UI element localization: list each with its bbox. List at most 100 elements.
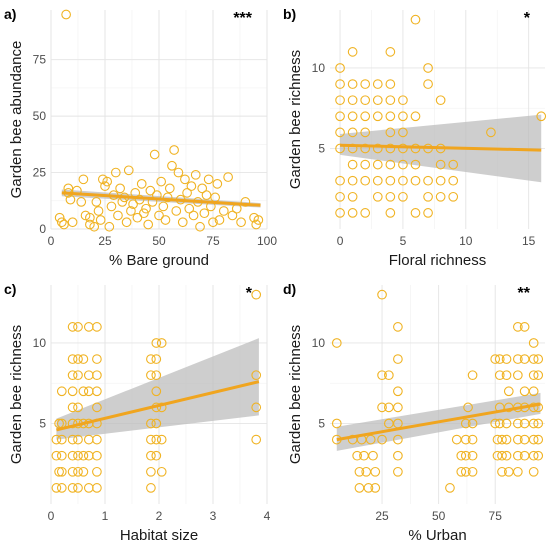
panel-label: d) xyxy=(283,281,296,297)
data-point xyxy=(95,215,106,225)
data-point xyxy=(151,354,162,364)
y-axis-title: Garden bee abundance xyxy=(8,41,25,199)
data-point xyxy=(410,111,421,122)
significance-stars: * xyxy=(246,285,253,302)
data-point xyxy=(435,95,446,106)
data-point xyxy=(528,450,539,461)
data-point xyxy=(223,172,233,182)
x-tick-label: 1 xyxy=(102,509,109,523)
data-point xyxy=(56,466,67,477)
data-point xyxy=(92,370,102,381)
data-point xyxy=(467,370,478,381)
significance-stars: * xyxy=(524,10,531,27)
data-point xyxy=(435,159,446,170)
data-point xyxy=(56,386,67,397)
data-point xyxy=(494,370,505,381)
data-point xyxy=(67,217,78,228)
y-tick-label: 5 xyxy=(318,141,325,155)
data-point xyxy=(398,95,408,106)
data-point xyxy=(528,338,539,348)
data-point xyxy=(363,483,374,493)
data-point xyxy=(512,466,523,477)
data-point xyxy=(398,111,408,122)
data-point xyxy=(497,450,507,461)
data-point xyxy=(456,450,467,461)
data-point xyxy=(92,402,102,413)
data-point xyxy=(347,127,358,138)
x-tick-label: 0 xyxy=(48,509,55,523)
data-point xyxy=(67,466,78,477)
data-point xyxy=(158,201,169,212)
data-point xyxy=(54,466,64,477)
data-point xyxy=(123,165,134,176)
data-point xyxy=(410,159,421,170)
significance-stars: *** xyxy=(233,10,252,27)
data-point xyxy=(410,14,421,25)
data-point xyxy=(512,450,523,461)
data-point xyxy=(528,418,539,429)
data-point xyxy=(156,402,167,413)
x-tick-label: 0 xyxy=(337,234,344,248)
data-point xyxy=(154,210,164,221)
data-point xyxy=(533,450,544,461)
data-point xyxy=(372,95,383,106)
data-point xyxy=(533,434,544,445)
data-point xyxy=(203,174,214,185)
data-point xyxy=(448,159,459,170)
data-point xyxy=(368,450,378,461)
data-point xyxy=(102,176,113,187)
trend-line xyxy=(340,143,542,152)
panel-label: b) xyxy=(283,6,296,22)
data-point xyxy=(251,370,262,381)
data-point xyxy=(76,197,87,207)
data-point xyxy=(512,354,523,364)
data-point xyxy=(435,175,446,186)
data-point xyxy=(67,354,78,364)
data-point xyxy=(448,191,459,202)
data-point xyxy=(423,175,433,186)
data-point xyxy=(146,354,156,364)
x-axis-title: Habitat size xyxy=(120,527,198,544)
data-point xyxy=(73,450,83,461)
data-point xyxy=(199,208,210,219)
data-point xyxy=(490,354,501,364)
data-point xyxy=(331,418,342,429)
data-point xyxy=(347,159,358,170)
data-point xyxy=(501,450,512,461)
x-tick-label: 50 xyxy=(432,509,446,523)
trend-line xyxy=(61,191,261,207)
panel-1: 0 25 50 75 100 0 25 50 75 a) *** % Bare ground Garde… xyxy=(4,6,277,269)
panel-2: 0 5 10 15 5 10 b) * Floral richness Garden bee ri… xyxy=(283,6,547,269)
data-point xyxy=(201,190,212,200)
data-point xyxy=(536,111,547,122)
data-point xyxy=(51,434,62,445)
data-point xyxy=(385,79,396,89)
data-point xyxy=(383,370,394,381)
data-point xyxy=(385,191,396,202)
data-point xyxy=(188,210,199,221)
data-point xyxy=(360,143,371,154)
data-point xyxy=(354,466,365,477)
data-point xyxy=(73,434,83,445)
data-point xyxy=(360,95,371,106)
data-point xyxy=(377,434,387,445)
data-point xyxy=(56,434,67,445)
x-tick-label: 100 xyxy=(257,234,277,248)
data-point xyxy=(67,322,78,332)
data-point xyxy=(78,174,89,185)
data-point xyxy=(56,450,67,461)
data-point xyxy=(385,95,396,106)
data-point xyxy=(184,203,195,214)
data-point xyxy=(151,434,162,445)
x-tick-label: 2 xyxy=(156,509,163,523)
confidence-band xyxy=(56,338,259,440)
data-point xyxy=(156,338,167,348)
data-point xyxy=(151,418,162,429)
data-point xyxy=(398,191,408,202)
data-point xyxy=(385,143,396,154)
y-tick-label: 25 xyxy=(33,166,47,180)
data-point xyxy=(335,95,345,106)
y-axis-title: Garden bee richness xyxy=(8,325,25,464)
data-point xyxy=(360,208,371,218)
